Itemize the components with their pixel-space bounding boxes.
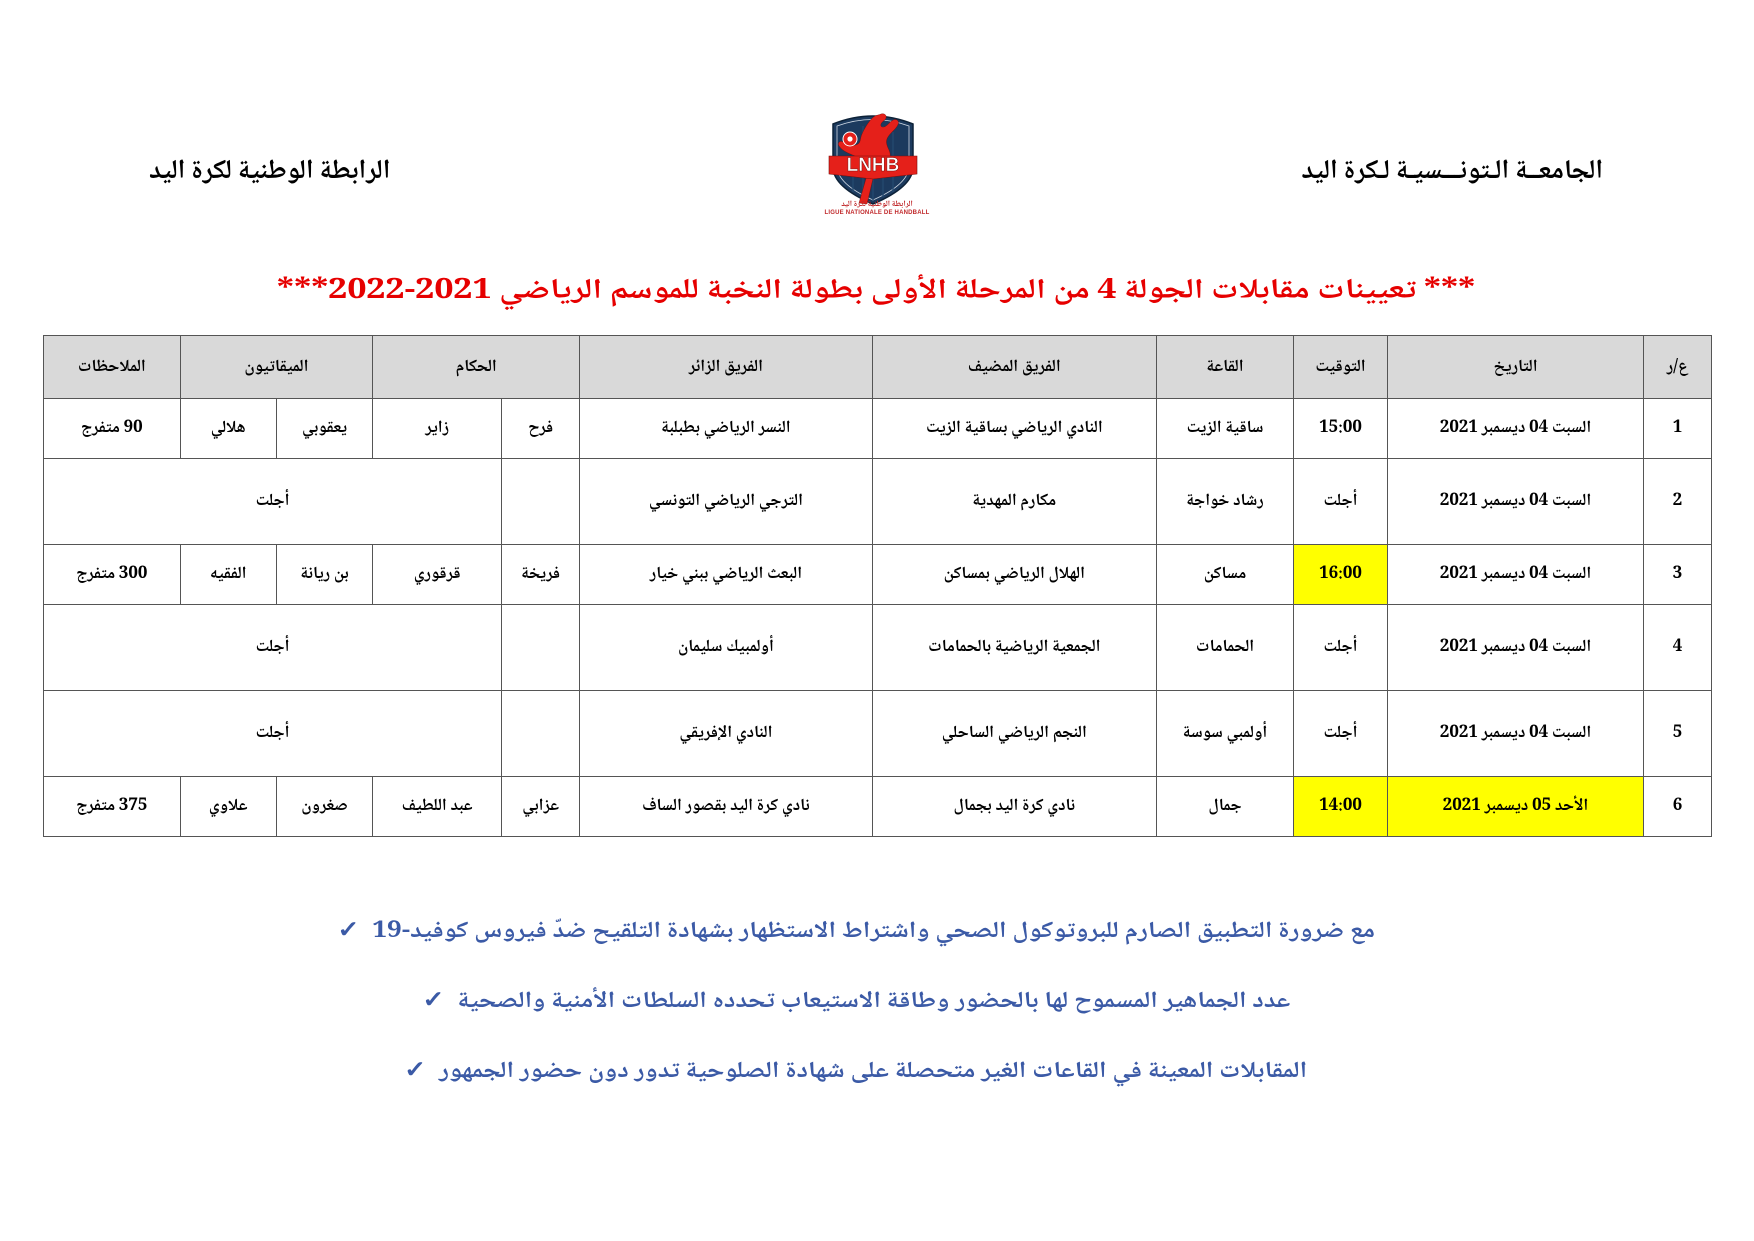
svg-text:LNHB: LNHB	[848, 155, 901, 176]
